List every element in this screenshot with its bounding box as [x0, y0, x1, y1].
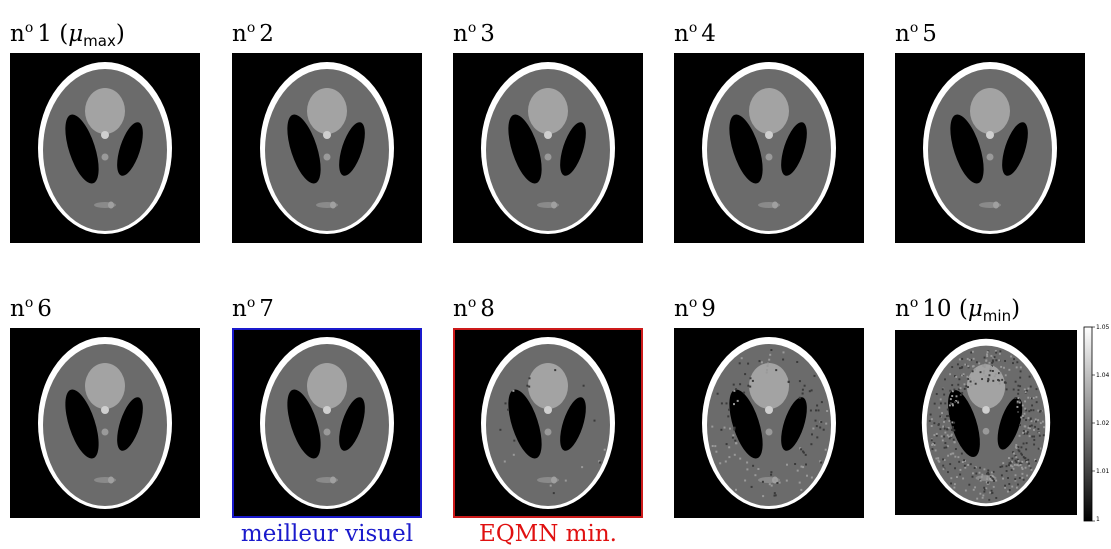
phantom-image-8	[453, 328, 643, 518]
panel-2-label: no 2	[232, 20, 274, 47]
panel-5-label: no 5	[895, 20, 937, 47]
colorbar: 1.05 1.04 1.02 1.01 1	[1083, 324, 1111, 523]
phantom-image-4	[674, 53, 864, 243]
phantom-image-10	[895, 330, 1077, 515]
phantom-image-9	[674, 328, 864, 518]
panel-4-label: no 4	[674, 20, 716, 47]
phantom-image-3	[453, 53, 643, 243]
colorbar-tick: 1.02	[1096, 420, 1110, 427]
phantom-image-2	[232, 53, 422, 243]
panel-8-label: no 8	[453, 295, 495, 322]
colorbar-tick: 1	[1096, 516, 1100, 523]
colorbar-tick: 1.05	[1096, 324, 1110, 331]
colorbar-tick: 1.01	[1096, 468, 1110, 475]
caption-min-nmse: EQMN min.	[479, 521, 617, 547]
caption-best-visual: meilleur visuel	[240, 521, 414, 547]
panel-6-label: no 6	[10, 295, 52, 322]
colorbar-tick: 1.04	[1096, 372, 1110, 379]
panel-9-label: no 9	[674, 295, 716, 322]
phantom-image-1	[10, 53, 200, 243]
panel-7-label: no 7	[232, 295, 274, 322]
phantom-image-6	[10, 328, 200, 518]
phantom-image-5	[895, 53, 1085, 243]
panel-10-label: no 10 (μmin)	[895, 295, 1021, 325]
phantom-image-7	[232, 328, 422, 518]
panel-1-label: no 1 (μmax)	[10, 20, 125, 50]
panel-3-label: no 3	[453, 20, 495, 47]
